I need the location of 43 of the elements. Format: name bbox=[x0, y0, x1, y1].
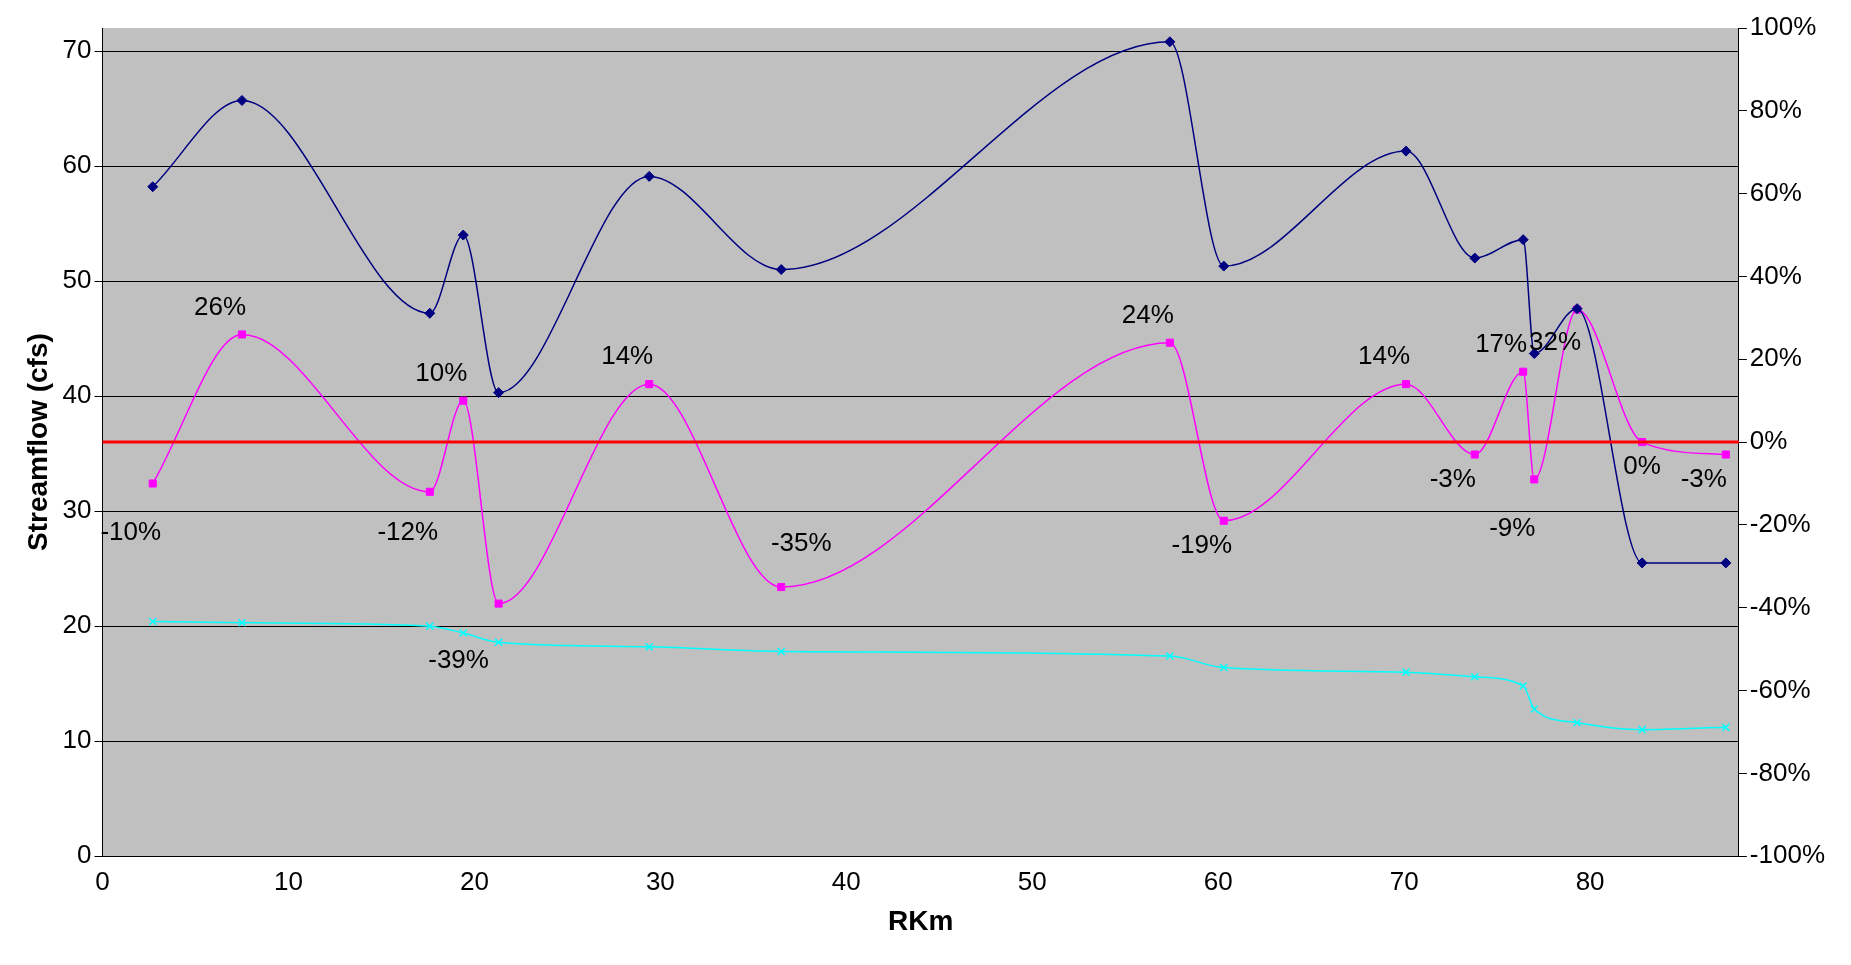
x-tick-label: 10 bbox=[274, 865, 303, 896]
y2-tick-label: -60% bbox=[1749, 673, 1811, 704]
y2-tick-label: 80% bbox=[1749, 93, 1802, 124]
y-tick-label: 60 bbox=[62, 149, 92, 180]
y2-tick-label: 20% bbox=[1749, 342, 1802, 373]
x-tick-label: 60 bbox=[1203, 865, 1233, 896]
data-label: -12% bbox=[377, 515, 439, 546]
data-label: -3% bbox=[1680, 462, 1727, 493]
y2-tick-label: 40% bbox=[1749, 259, 1802, 290]
y-tick-label: 20 bbox=[62, 609, 92, 640]
y-tick-label: 0 bbox=[77, 839, 92, 870]
data-label: -39% bbox=[428, 643, 489, 674]
y2-tick-label: -20% bbox=[1749, 508, 1811, 539]
data-label: 14% bbox=[1357, 340, 1411, 371]
y-tick-label: 50 bbox=[62, 264, 92, 295]
data-label: 10% bbox=[415, 356, 468, 387]
data-label: 26% bbox=[193, 290, 246, 321]
data-label: -9% bbox=[1489, 511, 1536, 542]
data-label: 14% bbox=[601, 340, 654, 371]
x-tick-label: 80 bbox=[1575, 865, 1605, 896]
data-label: 17% bbox=[1475, 327, 1528, 358]
y2-tick-label: -100% bbox=[1749, 839, 1825, 870]
y2-tick-label: 100% bbox=[1749, 11, 1817, 42]
y2-tick-label: -40% bbox=[1749, 590, 1811, 621]
y2-tick-label: -80% bbox=[1749, 756, 1811, 787]
y-tick-label: 10 bbox=[62, 724, 92, 755]
y2-tick-label: 0% bbox=[1749, 425, 1788, 456]
x-tick-label: 40 bbox=[831, 865, 861, 896]
y2-tick-label: 60% bbox=[1749, 176, 1802, 207]
y-tick-label: 30 bbox=[62, 494, 92, 525]
data-label: 0% bbox=[1623, 450, 1661, 481]
x-tick-label: 20 bbox=[459, 865, 489, 896]
y-tick-label: 70 bbox=[62, 34, 92, 65]
data-label: -19% bbox=[1171, 528, 1233, 559]
data-label: -35% bbox=[770, 527, 832, 558]
x-tick-label: 70 bbox=[1389, 865, 1419, 896]
y-tick-label: 40 bbox=[62, 379, 92, 410]
x-axis-title: RKm bbox=[888, 904, 954, 936]
x-tick-label: 30 bbox=[645, 865, 675, 896]
data-label: -3% bbox=[1429, 462, 1476, 493]
x-tick-label: 50 bbox=[1017, 865, 1047, 896]
y-axis-title: Streamflow (cfs) bbox=[21, 333, 53, 552]
data-label: 24% bbox=[1121, 298, 1174, 329]
